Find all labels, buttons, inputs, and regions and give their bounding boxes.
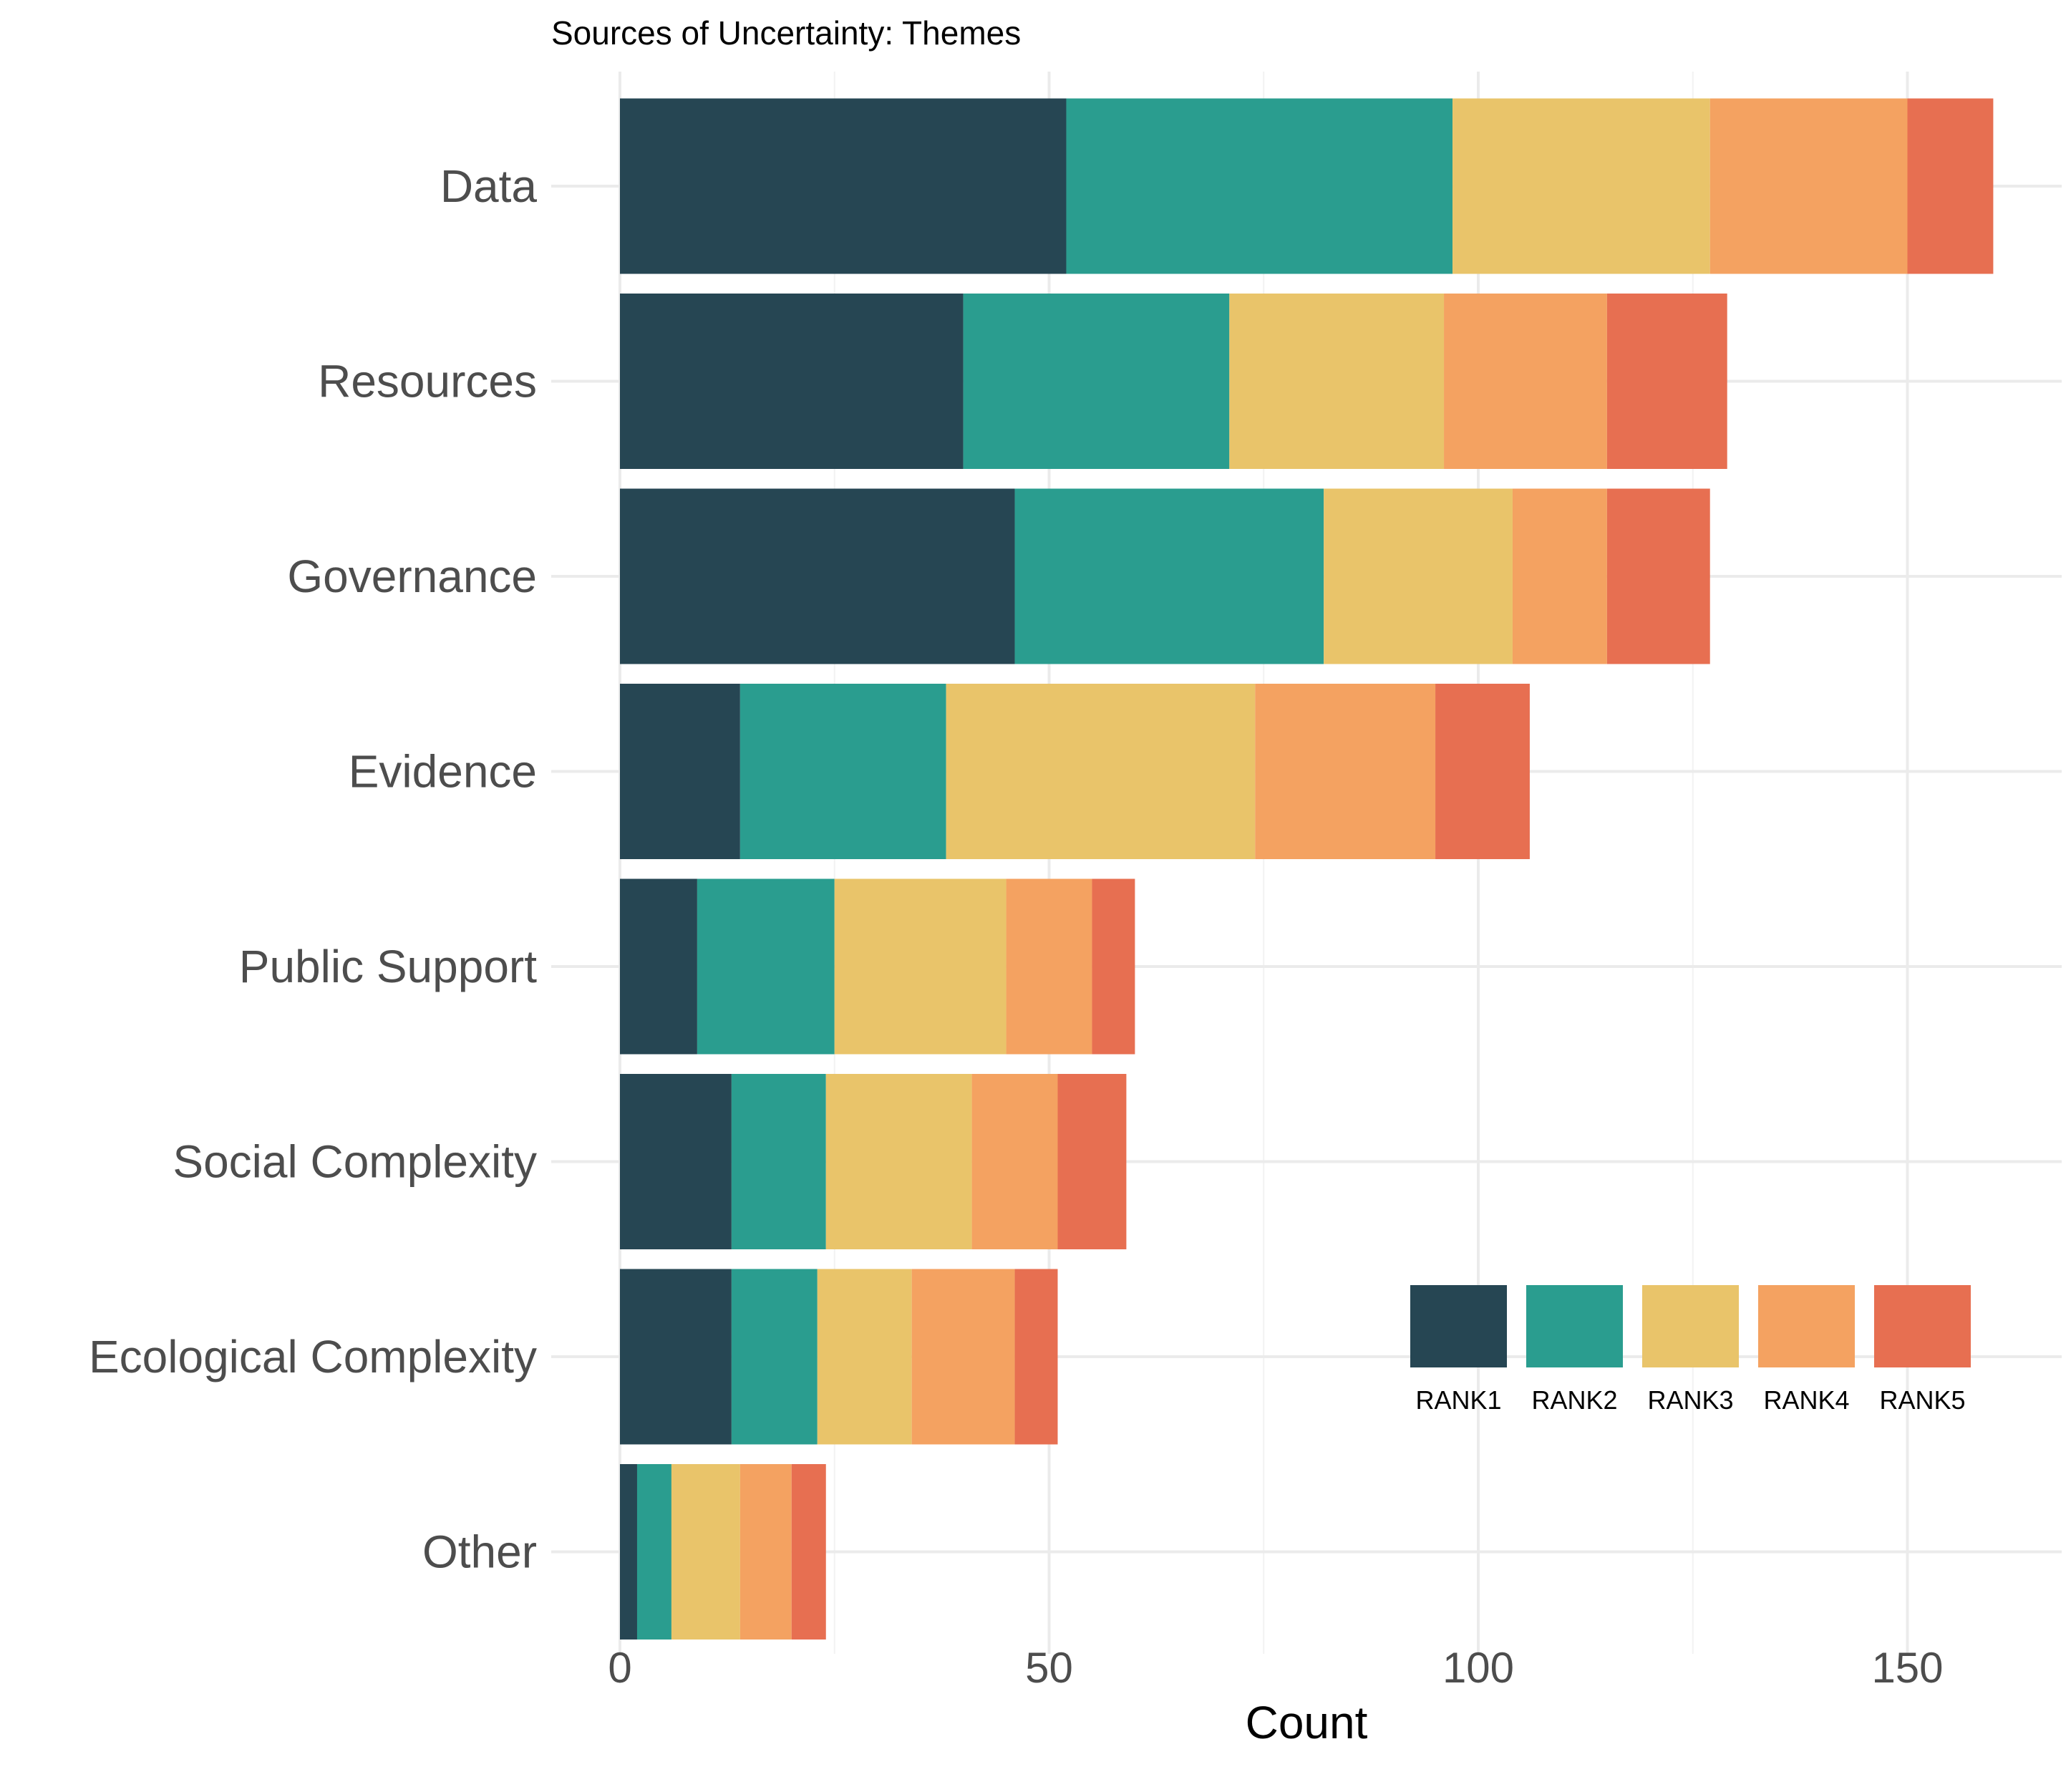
bar-segment-rank5: [1092, 878, 1135, 1055]
legend: RANK1 RANK2 RANK3 RANK4 RANK5: [1410, 1285, 1971, 1415]
legend-key-rank4: [1758, 1285, 1855, 1367]
bar-segment-rank5: [1606, 488, 1710, 664]
bar-segment-rank2: [739, 684, 946, 859]
bar-segment-rank5: [1907, 98, 1994, 274]
bar-segment-rank1: [620, 294, 964, 469]
bar-segment-rank2: [731, 1074, 826, 1249]
x-axis-tick-labels: 0 50 100 150: [608, 1644, 1943, 1692]
x-tick-label: 50: [1025, 1644, 1073, 1692]
legend-key-rank2: [1526, 1285, 1623, 1367]
bar-segment-rank3: [671, 1464, 740, 1640]
legend-label: RANK4: [1763, 1385, 1849, 1415]
bar-segment-rank4: [1709, 98, 1908, 274]
bar-segment-rank1: [620, 488, 1015, 664]
bar-segment-rank4: [739, 1464, 792, 1640]
bar-segment-rank3: [834, 878, 1007, 1055]
legend-key-rank1: [1410, 1285, 1507, 1367]
bar-segment-rank2: [1066, 98, 1453, 274]
legend-label: RANK2: [1531, 1385, 1617, 1415]
legend-key-rank5: [1874, 1285, 1971, 1367]
bar-segment-rank5: [1435, 684, 1530, 859]
bar-segment-rank4: [1444, 294, 1607, 469]
bars: [620, 98, 1994, 1640]
bar-segment-rank2: [636, 1464, 671, 1640]
chart-title: Sources of Uncertainty: Themes: [551, 14, 1021, 52]
bar-segment-rank2: [697, 878, 835, 1055]
y-tick-label: Data: [440, 160, 538, 212]
bar-segment-rank2: [731, 1269, 818, 1445]
bar-segment-rank4: [971, 1074, 1058, 1249]
bar-segment-rank4: [1512, 488, 1607, 664]
bar-segment-rank1: [620, 98, 1067, 274]
y-tick-label: Governance: [287, 551, 537, 602]
legend-label: RANK5: [1879, 1385, 1965, 1415]
bar-segment-rank5: [1014, 1269, 1058, 1445]
bar-segment-rank4: [1255, 684, 1436, 859]
bar-segment-rank4: [911, 1269, 1015, 1445]
legend-key-rank3: [1642, 1285, 1739, 1367]
x-tick-label: 100: [1442, 1644, 1514, 1692]
bar-segment-rank1: [620, 878, 697, 1055]
x-tick-label: 150: [1871, 1644, 1943, 1692]
y-tick-label: Evidence: [349, 746, 537, 798]
bar-segment-rank3: [1229, 294, 1445, 469]
bar-segment-rank2: [1014, 488, 1324, 664]
y-tick-label: Public Support: [239, 941, 537, 992]
bar-segment-rank1: [620, 1074, 732, 1249]
x-tick-label: 0: [608, 1644, 631, 1692]
bar-segment-rank4: [1006, 878, 1092, 1055]
bar-segment-rank5: [791, 1464, 826, 1640]
bar-segment-rank3: [946, 684, 1256, 859]
legend-label: RANK1: [1415, 1385, 1501, 1415]
bar-segment-rank3: [1324, 488, 1513, 664]
bar-segment-rank3: [1452, 98, 1710, 274]
bar-segment-rank3: [817, 1269, 912, 1445]
y-tick-label: Social Complexity: [173, 1136, 537, 1188]
y-tick-label: Resources: [318, 356, 537, 407]
bar-segment-rank1: [620, 1464, 637, 1640]
y-axis-tick-labels: Data Resources Governance Evidence Public Su…: [89, 160, 537, 1578]
x-axis-label: Count: [1246, 1697, 1368, 1748]
legend-label: RANK3: [1647, 1385, 1733, 1415]
bar-segment-rank3: [825, 1074, 972, 1249]
bar-segment-rank2: [963, 294, 1230, 469]
bar-segment-rank5: [1606, 294, 1727, 469]
bar-segment-rank1: [620, 684, 740, 859]
bar-segment-rank1: [620, 1269, 732, 1445]
y-tick-label: Other: [422, 1526, 537, 1578]
bar-segment-rank5: [1057, 1074, 1127, 1249]
y-tick-label: Ecological Complexity: [89, 1331, 537, 1382]
